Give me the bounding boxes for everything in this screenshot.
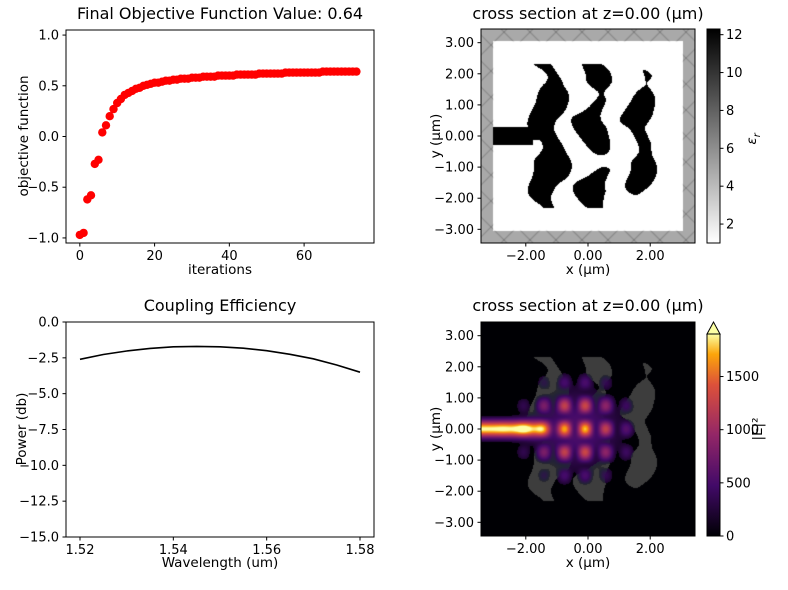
y-tick-label: −3.00 [434, 516, 474, 531]
field-ylabel: y (μm) [428, 406, 444, 452]
y-tick-label: 2.00 [445, 67, 474, 82]
y-tick-label: −15.0 [19, 531, 59, 546]
y-tick-label: −5.0 [27, 387, 59, 402]
y-tick-label: 1.0 [38, 29, 59, 44]
y-tick-label: −2.00 [434, 485, 474, 500]
coupling-xlabel: Wavelength (um) [161, 555, 279, 571]
y-tick-label: 0.5 [38, 79, 59, 94]
permittivity-heatmap [481, 29, 695, 243]
scatter-point [94, 155, 103, 164]
colorbar-tick-label: 500 [726, 476, 751, 491]
colorbar-tick-label: 1500 [726, 370, 759, 385]
permittivity-colorbar-label: εr [744, 99, 766, 179]
x-tick-label: 2.00 [636, 542, 665, 557]
y-tick-label: 1.00 [445, 98, 474, 113]
y-tick-label: 0.0 [38, 316, 59, 331]
permittivity-plot-title: cross section at z=0.00 (μm) [472, 4, 704, 23]
colorbar-extend-arrow [706, 320, 721, 335]
x-tick-label: 1.56 [252, 543, 281, 558]
scatter-point [352, 67, 361, 76]
y-tick-label: −1.0 [27, 231, 59, 246]
scatter-point [86, 191, 96, 200]
y-tick-label: 0.00 [445, 423, 474, 438]
colorbar-tick-label: 1000 [726, 423, 759, 438]
colorbar-tick-label: 0 [726, 530, 734, 545]
epsilon-subscript: r [751, 133, 763, 138]
epsilon-symbol: ε [744, 137, 761, 145]
y-tick-label: 0.0 [38, 130, 59, 145]
field-xlabel: x (μm) [565, 555, 611, 571]
y-tick-label: 3.00 [445, 36, 474, 51]
x-tick-label: 1.52 [66, 543, 95, 558]
x-tick-label: 0.00 [574, 542, 603, 557]
y-tick-label: −10.0 [19, 459, 59, 474]
x-tick-label: 1.54 [159, 543, 188, 558]
x-tick-label: 20 [146, 249, 163, 264]
coupling-efficiency-line [79, 345, 361, 373]
y-tick-label: 0.00 [445, 130, 474, 145]
field-colorbar-label: |E|² [750, 417, 766, 441]
scatter-point [105, 112, 114, 121]
x-tick-label: −2.00 [506, 542, 546, 557]
field-plot-title: cross section at z=0.00 (μm) [472, 296, 704, 315]
y-tick-label: −12.5 [19, 495, 59, 510]
colorbar-field [706, 333, 721, 537]
axes-spines [65, 29, 375, 244]
colorbar-tick-label: 6 [726, 142, 734, 157]
y-tick-label: −0.5 [27, 181, 59, 196]
colorbar-permittivity [706, 28, 721, 244]
colorbar-tick-label: 10 [726, 66, 743, 81]
y-tick-label: −2.5 [27, 351, 59, 366]
axes-permittivity: −2.00 0.00 2.00 3.00 2.00 1.00 0.00 −1.00 −2.00 −… [434, 28, 742, 264]
axes-spines [480, 321, 696, 537]
y-tick-label: −7.5 [27, 423, 59, 438]
scatter-point [101, 121, 111, 130]
y-tick-label: 2.00 [445, 360, 474, 375]
axes-spines [480, 28, 696, 244]
axes-spines [65, 321, 375, 538]
colorbar-tick-label: 2 [726, 218, 734, 233]
scatter-point [79, 228, 88, 238]
y-tick-label: −1.00 [434, 161, 474, 176]
colorbar-tick-label: 12 [726, 28, 743, 43]
x-tick-label: 0 [76, 249, 84, 264]
permittivity-ylabel: y (μm) [428, 113, 444, 159]
y-tick-label: −2.00 [434, 192, 474, 207]
y-tick-label: −1.00 [434, 454, 474, 469]
colorbar-tick-label: 4 [726, 180, 734, 195]
axes-objective: 0 20 40 60 −1.0 −0.5 0.0 0.5 1.0 [27, 29, 375, 264]
objective-ylabel: objective function [16, 75, 32, 197]
axes-coupling: 1.52 1.54 1.56 1.58 0.0 −2.5 −5.0 −7.5 −10.0 −12.… [19, 316, 375, 558]
field-intensity-heatmap [481, 322, 695, 536]
permittivity-xlabel: x (μm) [565, 262, 611, 278]
x-tick-label: −2.00 [506, 249, 546, 264]
x-tick-label: 60 [296, 249, 313, 264]
scatter-point [109, 104, 118, 114]
coupling-ylabel: Power (db) [14, 392, 30, 466]
y-tick-label: −3.00 [434, 223, 474, 238]
coupling-plot-title: Coupling Efficiency [143, 296, 297, 315]
objective-xlabel: iterations [187, 262, 253, 278]
x-tick-label: 2.00 [636, 249, 665, 264]
scatter-points [75, 67, 361, 240]
x-tick-label: 1.58 [346, 543, 375, 558]
x-tick-label: 0.00 [574, 249, 603, 264]
x-tick-label: 40 [221, 249, 238, 264]
colorbar-tick-label: 8 [726, 104, 734, 119]
y-tick-label: 3.00 [445, 329, 474, 344]
scatter-point [98, 128, 107, 137]
axes-field: −2.00 0.00 2.00 3.00 2.00 1.00 0.00 −1.00 −2.00 −… [434, 320, 759, 557]
y-tick-label: 1.00 [445, 391, 474, 406]
objective-plot-title: Final Objective Function Value: 0.64 [76, 4, 364, 23]
